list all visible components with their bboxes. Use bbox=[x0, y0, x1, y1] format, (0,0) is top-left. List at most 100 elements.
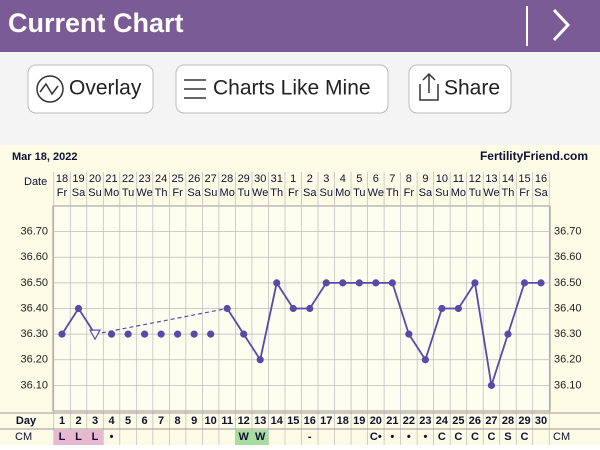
day-label: 2 bbox=[75, 415, 81, 427]
icon bbox=[36, 75, 64, 103]
temp-point bbox=[190, 330, 198, 338]
weekday-label: Th bbox=[270, 187, 283, 199]
charts-like-mine-button[interactable]: Charts Like Mine bbox=[175, 64, 389, 114]
temp-point bbox=[372, 279, 380, 287]
cm-cell bbox=[251, 430, 269, 445]
date-label: 2 bbox=[307, 173, 313, 185]
day-label: 21 bbox=[386, 415, 398, 427]
header-title: Current Chart bbox=[8, 8, 184, 38]
date-label: 7 bbox=[389, 173, 395, 185]
weekday-label: Su bbox=[88, 187, 101, 199]
button-frame bbox=[27, 64, 154, 114]
day-label: 7 bbox=[158, 415, 164, 427]
temp-point bbox=[207, 330, 215, 338]
date-label: 4 bbox=[340, 173, 346, 185]
cm-label: L bbox=[92, 431, 99, 443]
day-label: 1 bbox=[59, 415, 65, 427]
weekday-label: Sa bbox=[534, 187, 548, 199]
date-label: 26 bbox=[188, 173, 200, 185]
day-label: 4 bbox=[108, 415, 115, 427]
row-label: CM bbox=[553, 431, 570, 443]
temp-point bbox=[223, 304, 231, 313]
y-tick-label: 36.30 bbox=[20, 328, 48, 340]
date-label: 5 bbox=[356, 173, 362, 185]
date-label: 29 bbox=[238, 173, 250, 185]
header-bar bbox=[0, 0, 600, 52]
weekday-label: Th bbox=[502, 187, 515, 199]
weekday-label: Mo bbox=[451, 187, 466, 199]
temp-point bbox=[306, 304, 314, 313]
day-label: 27 bbox=[485, 415, 497, 427]
day-label: 6 bbox=[142, 415, 148, 427]
weekday-label: Su bbox=[320, 187, 333, 199]
temp-point bbox=[256, 356, 264, 364]
date-label: 16 bbox=[535, 173, 547, 185]
cm-label: • bbox=[110, 431, 114, 443]
y-tick-label: 36.10 bbox=[20, 379, 48, 391]
weekday-label: Fr bbox=[288, 187, 299, 199]
date-label: 22 bbox=[122, 173, 134, 185]
day-label: 16 bbox=[304, 415, 316, 427]
temp-point bbox=[124, 330, 132, 338]
date-label: 18 bbox=[56, 173, 68, 185]
y-tick-label: 36.60 bbox=[554, 251, 582, 263]
temp-point bbox=[487, 381, 496, 389]
day-label: 24 bbox=[436, 415, 449, 427]
cm-label: C bbox=[487, 431, 495, 443]
share-button[interactable]: Share bbox=[408, 64, 512, 114]
temp-point bbox=[339, 279, 347, 287]
cm-label: - bbox=[308, 431, 312, 443]
temp-line bbox=[226, 280, 541, 386]
overlay-button[interactable]: Overlay bbox=[27, 64, 154, 114]
day-label: 19 bbox=[353, 415, 365, 427]
weekday-label: Tu bbox=[469, 187, 481, 199]
chart-date: Mar 18, 2022 bbox=[12, 151, 77, 163]
date-label: 1 bbox=[290, 173, 296, 185]
date-label: 13 bbox=[485, 173, 497, 185]
temp-point bbox=[240, 330, 248, 338]
site-name: FertilityFriend.com bbox=[480, 149, 588, 163]
row-label: CM bbox=[15, 431, 32, 443]
weekday-label: Mo bbox=[104, 187, 119, 199]
date-label: 23 bbox=[138, 173, 150, 185]
icon bbox=[184, 79, 206, 99]
day-label: 26 bbox=[469, 415, 481, 427]
date-label: 11 bbox=[453, 173, 464, 185]
cm-cell bbox=[86, 430, 104, 445]
weekday-label: Fr bbox=[57, 187, 68, 199]
date-label: 8 bbox=[406, 173, 412, 185]
button-label: Share bbox=[444, 77, 500, 100]
date-label: 15 bbox=[518, 173, 530, 185]
day-label: 12 bbox=[238, 415, 250, 427]
cm-label: C• bbox=[370, 431, 382, 443]
day-label: 30 bbox=[535, 415, 547, 427]
day-label: 14 bbox=[271, 415, 284, 427]
temp-point bbox=[388, 279, 396, 287]
y-tick-label: 36.40 bbox=[554, 302, 582, 314]
day-label: 13 bbox=[254, 415, 266, 427]
day-label: 29 bbox=[518, 415, 530, 427]
day-label: 8 bbox=[175, 415, 181, 427]
icon bbox=[39, 82, 59, 96]
weekday-label: Th bbox=[155, 187, 168, 199]
cm-label: W bbox=[238, 431, 249, 443]
weekday-label: Tu bbox=[237, 187, 249, 199]
temp-point bbox=[405, 330, 413, 338]
cm-label: • bbox=[390, 431, 394, 443]
date-label: 30 bbox=[254, 173, 266, 185]
y-tick-label: 36.10 bbox=[554, 379, 582, 391]
cm-label: W bbox=[255, 431, 266, 443]
temp-point bbox=[74, 304, 83, 313]
next-button[interactable] bbox=[552, 8, 571, 42]
icon bbox=[419, 72, 439, 101]
date-label: 3 bbox=[323, 173, 329, 185]
date-label: 27 bbox=[205, 173, 217, 185]
y-tick-label: 36.70 bbox=[554, 226, 582, 238]
day-label: 5 bbox=[125, 415, 131, 427]
temp-point bbox=[174, 330, 182, 338]
temp-point bbox=[157, 330, 165, 338]
weekday-label: Tu bbox=[122, 187, 134, 199]
temp-point bbox=[355, 279, 363, 287]
y-tick-label: 36.50 bbox=[554, 277, 582, 289]
